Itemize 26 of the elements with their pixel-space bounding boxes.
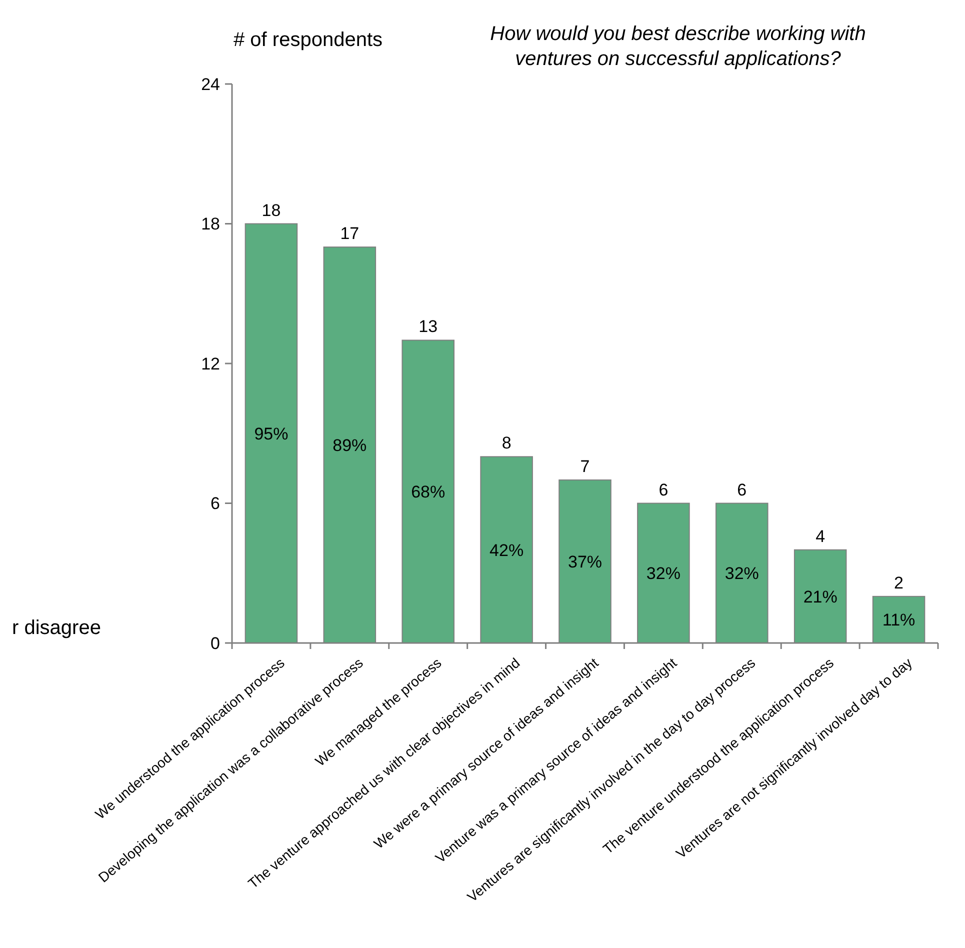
y-tick-label: 0 — [210, 634, 220, 653]
data-label: 6 — [658, 480, 668, 500]
text: r disagree — [12, 617, 101, 639]
data-label: 8 — [502, 434, 512, 453]
annotation: 68% — [411, 482, 446, 502]
y-tick-label: 6 — [210, 494, 220, 514]
data-label: 13 — [418, 317, 438, 336]
data-label: 7 — [580, 456, 590, 476]
y-tick-label: 24 — [201, 74, 220, 94]
annotation: 32% — [724, 564, 759, 584]
annotation: 21% — [803, 587, 838, 606]
data-label: 6 — [737, 480, 747, 500]
y-axis-title: # of respondents — [234, 29, 382, 51]
annotation: 42% — [490, 540, 524, 560]
data-label: 17 — [340, 224, 360, 244]
y-tick-label: 18 — [201, 214, 220, 234]
data-label: 4 — [816, 526, 826, 546]
annotation: 89% — [332, 436, 367, 455]
annotation: 11% — [882, 610, 916, 630]
annotation: 95% — [254, 424, 288, 444]
annotation: 37% — [568, 552, 602, 572]
y-tick-label: 12 — [201, 354, 220, 374]
data-label: 2 — [894, 573, 904, 592]
data-label: 18 — [262, 200, 281, 220]
chart-title: How would you best describe working with ventures on successful applications? — [490, 23, 866, 70]
annotation: 32% — [646, 564, 680, 584]
